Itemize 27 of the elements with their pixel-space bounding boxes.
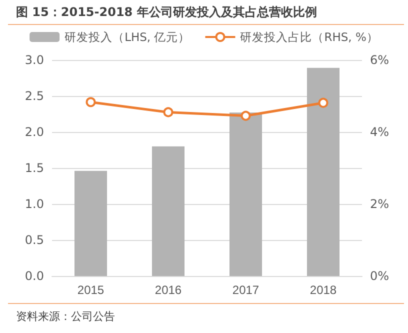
y2-tick-label: 4% xyxy=(370,125,390,139)
text: 资料来源：公司公告 xyxy=(16,309,115,324)
bar xyxy=(152,146,185,276)
bar xyxy=(229,112,262,276)
point xyxy=(318,98,328,108)
x-tick-label: 2018 xyxy=(310,283,337,297)
y-tick-label: 1.0 xyxy=(24,197,44,211)
y2-tick-label: 0% xyxy=(370,269,390,283)
x-tick-label: 2015 xyxy=(77,283,104,297)
y2-tick-label: 6% xyxy=(370,53,390,67)
y-tick-label: 2.0 xyxy=(24,125,44,139)
y-tick-label: 2.5 xyxy=(24,89,44,103)
legend-label: 研发投入（LHS, 亿元） xyxy=(64,30,190,44)
point xyxy=(163,107,174,118)
y-tick-label: 1.5 xyxy=(24,161,44,175)
x-tick-label: 2017 xyxy=(232,283,260,297)
y2-tick-label: 2% xyxy=(370,197,390,211)
y-tick-label: 0.0 xyxy=(24,269,44,283)
point xyxy=(240,110,251,121)
legend-label: 研发投入占比（RHS, %） xyxy=(240,30,378,44)
bar xyxy=(306,68,340,276)
bar xyxy=(74,170,108,276)
y-tick-label: 3.0 xyxy=(24,53,44,67)
point xyxy=(86,97,96,108)
y-tick-label: 0.5 xyxy=(24,233,44,247)
x-tick-label: 2016 xyxy=(154,283,182,297)
chart-title: 图 15：2015-2018 年公司研发投入及其占总营收比例 xyxy=(16,4,317,21)
